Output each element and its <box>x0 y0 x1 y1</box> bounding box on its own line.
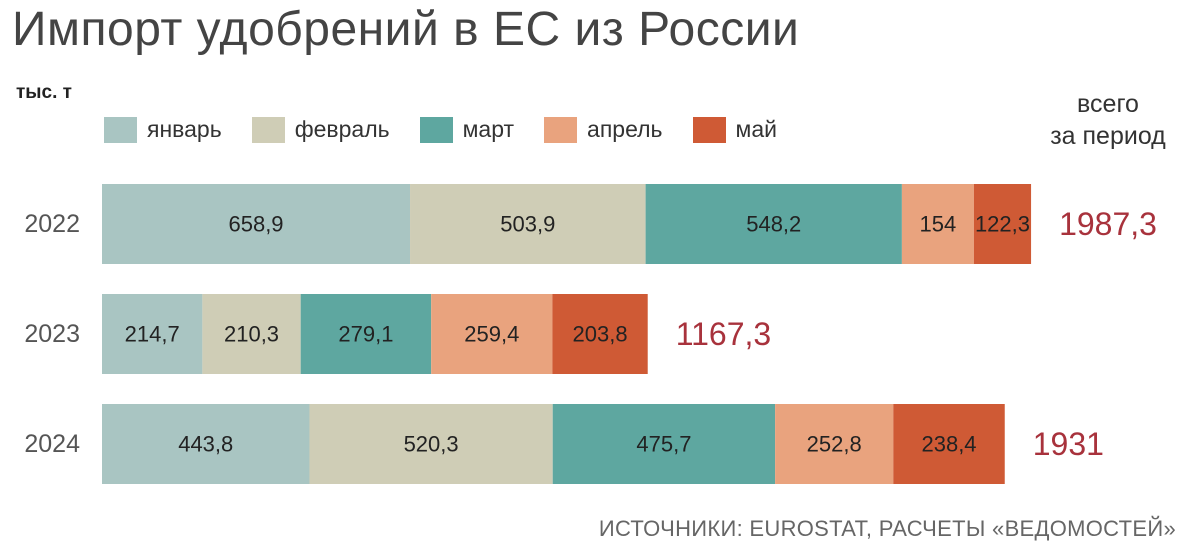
legend-swatch <box>104 116 137 143</box>
bar-segment <box>410 184 646 264</box>
legend-label: май <box>735 116 777 142</box>
legend-swatch <box>251 116 285 143</box>
legend-label: март <box>462 116 515 142</box>
unit-label: тыс. т <box>16 82 72 103</box>
bar-value-label: 475,7 <box>636 432 691 457</box>
bar-value-label: 279,1 <box>338 322 393 347</box>
bar-segment <box>102 404 310 484</box>
bar-value-label: 259,4 <box>464 322 519 347</box>
bar-segment <box>901 184 974 264</box>
chart-title: Импорт удобрений в ЕС из России <box>12 3 800 56</box>
year-label: 2023 <box>24 320 80 348</box>
bar-value-label: 520,3 <box>404 432 459 457</box>
legend-swatch <box>419 116 453 143</box>
bar-value-label: 548,2 <box>746 212 801 237</box>
totals-header-line: за период <box>1050 122 1166 150</box>
bar-value-label: 658,9 <box>228 212 283 237</box>
bar-segment <box>202 294 301 374</box>
bar-segment <box>973 184 1032 264</box>
bar-value-label: 238,4 <box>921 432 976 457</box>
total-value-label: 1167,3 <box>676 316 772 352</box>
bar-segment <box>300 294 432 374</box>
legend-label: январь <box>147 116 222 142</box>
legend-item-april: апрель <box>544 116 663 143</box>
legend: январь февраль март апрель май <box>104 116 807 143</box>
legend-swatch <box>544 116 578 143</box>
total-value-label: 1931 <box>1033 426 1104 462</box>
bar-segment <box>775 404 894 484</box>
source-note: ИСТОЧНИКИ: EUROSTAT, РАСЧЕТЫ «ВЕДОМОСТЕЙ… <box>598 516 1176 541</box>
bar-value-label: 443,8 <box>178 432 233 457</box>
bar-value-label: 252,8 <box>807 432 862 457</box>
legend-item-february: февраль <box>251 116 390 143</box>
bar-segment <box>893 404 1005 484</box>
bar-value-label: 203,8 <box>573 322 628 347</box>
bar-segment <box>102 184 411 264</box>
bar-segment <box>309 404 553 484</box>
totals-header: всего за период <box>1018 88 1198 152</box>
bar-segment <box>645 184 902 264</box>
legend-item-january: январь <box>104 116 222 143</box>
legend-label: апрель <box>587 116 663 142</box>
legend-swatch <box>692 116 726 143</box>
bar-value-label: 154 <box>920 212 957 237</box>
bar-segment <box>431 294 553 374</box>
bar-segment <box>552 404 776 484</box>
bar-value-label: 210,3 <box>224 322 279 347</box>
bar-value-label: 214,7 <box>125 322 180 347</box>
bar-value-label: 503,9 <box>500 212 555 237</box>
legend-label: февраль <box>294 116 390 142</box>
bar-segment <box>552 294 648 374</box>
bar-segment <box>102 294 203 374</box>
total-value-label: 1987,3 <box>1059 206 1157 242</box>
totals-header-line: всего <box>1077 90 1139 118</box>
bar-value-label: 122,3 <box>975 212 1030 237</box>
legend-item-march: март <box>419 116 515 143</box>
year-label: 2024 <box>24 430 80 458</box>
legend-item-may: май <box>692 116 777 143</box>
year-label: 2022 <box>24 210 80 238</box>
